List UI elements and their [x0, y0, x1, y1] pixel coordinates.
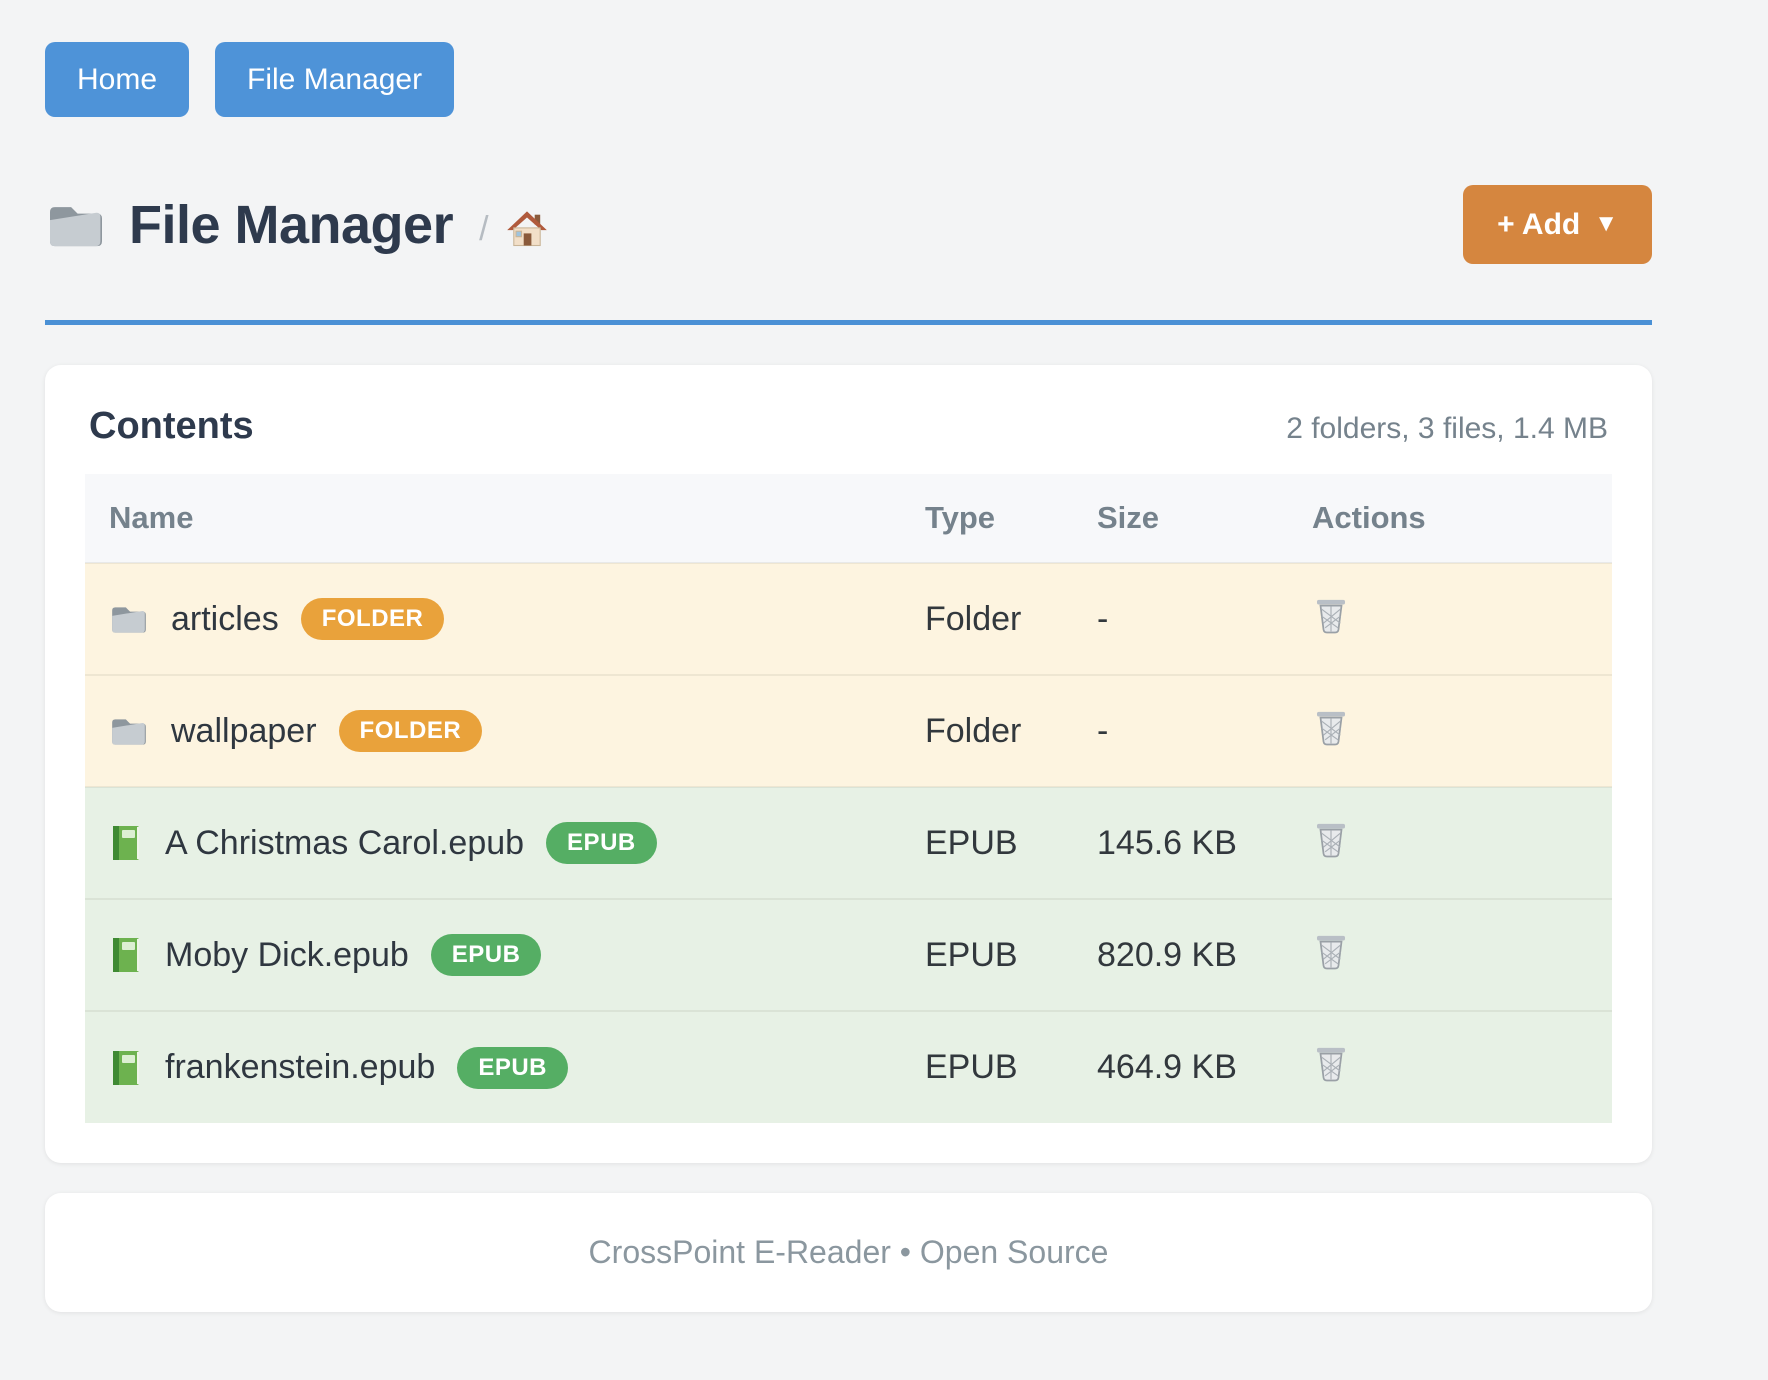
size-cell: -	[1097, 599, 1109, 638]
chevron-down-icon: ▼	[1594, 210, 1618, 238]
table-row-wallpaper[interactable]: wallpaper FOLDER Folder -	[85, 675, 1612, 787]
file-name[interactable]: A Christmas Carol.epub	[165, 823, 525, 862]
green-book-icon	[113, 826, 139, 860]
footer-card: CrossPoint E-Reader • Open Source	[45, 1193, 1652, 1312]
file-table: Name Type Size Actions articles	[85, 474, 1612, 1123]
folder-badge: FOLDER	[300, 598, 445, 640]
folder-badge: FOLDER	[338, 710, 483, 752]
column-header-actions: Actions	[1288, 474, 1612, 563]
table-row-frankenstein[interactable]: frankenstein.epub EPUB EPUB 464.9 KB	[85, 1011, 1612, 1123]
house-icon[interactable]	[505, 207, 549, 251]
table-row-articles[interactable]: articles FOLDER Folder -	[85, 563, 1612, 675]
table-row-moby-dick[interactable]: Moby Dick.epub EPUB EPUB 820.9 KB	[85, 899, 1612, 1011]
trash-icon[interactable]	[1312, 930, 1350, 972]
trash-icon[interactable]	[1312, 706, 1350, 748]
contents-header: Contents 2 folders, 3 files, 1.4 MB	[85, 405, 1612, 448]
epub-badge: EPUB	[546, 822, 657, 864]
size-cell: 820.9 KB	[1097, 935, 1237, 974]
type-cell: EPUB	[925, 935, 1018, 974]
file-name[interactable]: articles	[171, 599, 279, 638]
type-cell: EPUB	[925, 823, 1018, 862]
size-cell: -	[1097, 711, 1109, 750]
home-button[interactable]: Home	[45, 42, 190, 117]
trash-icon[interactable]	[1312, 1042, 1350, 1084]
add-button[interactable]: + Add ▼	[1463, 185, 1652, 264]
contents-summary: 2 folders, 3 files, 1.4 MB	[1286, 412, 1608, 445]
page-header: File Manager / + Add ▼	[45, 185, 1652, 264]
folder-icon	[112, 607, 146, 633]
column-header-name: Name	[85, 474, 901, 563]
size-cell: 145.6 KB	[1097, 823, 1237, 862]
file-name[interactable]: Moby Dick.epub	[165, 935, 409, 974]
column-header-size: Size	[1073, 474, 1288, 563]
folder-icon	[112, 719, 146, 745]
page-title: File Manager	[129, 194, 454, 255]
add-button-label: + Add	[1497, 208, 1581, 241]
type-cell: EPUB	[925, 1048, 1018, 1086]
type-cell: Folder	[925, 599, 1022, 638]
page: Home File Manager File Manager / + Add ▼	[45, 0, 1652, 1312]
header-divider	[45, 320, 1652, 325]
column-header-type: Type	[901, 474, 1073, 563]
green-book-icon	[113, 1050, 139, 1085]
green-book-icon	[113, 938, 139, 972]
top-nav: Home File Manager	[45, 42, 1652, 117]
contents-title: Contents	[89, 405, 254, 447]
trash-icon[interactable]	[1312, 594, 1350, 636]
contents-card: Contents 2 folders, 3 files, 1.4 MB Name…	[45, 365, 1652, 1163]
table-header-row: Name Type Size Actions	[85, 474, 1612, 563]
title-group: File Manager /	[45, 194, 549, 256]
table-row-a-christmas-carol[interactable]: A Christmas Carol.epub EPUB EPUB 145.6 K…	[85, 787, 1612, 899]
epub-badge: EPUB	[457, 1046, 568, 1089]
file-manager-button[interactable]: File Manager	[215, 42, 455, 117]
size-cell: 464.9 KB	[1097, 1048, 1237, 1086]
file-name[interactable]: wallpaper	[171, 711, 317, 750]
type-cell: Folder	[925, 711, 1022, 750]
footer-text: CrossPoint E-Reader • Open Source	[588, 1234, 1109, 1270]
file-name[interactable]: frankenstein.epub	[165, 1048, 436, 1086]
trash-icon[interactable]	[1312, 818, 1350, 860]
breadcrumb: /	[479, 210, 489, 248]
folder-icon	[50, 206, 102, 246]
epub-badge: EPUB	[430, 934, 542, 976]
